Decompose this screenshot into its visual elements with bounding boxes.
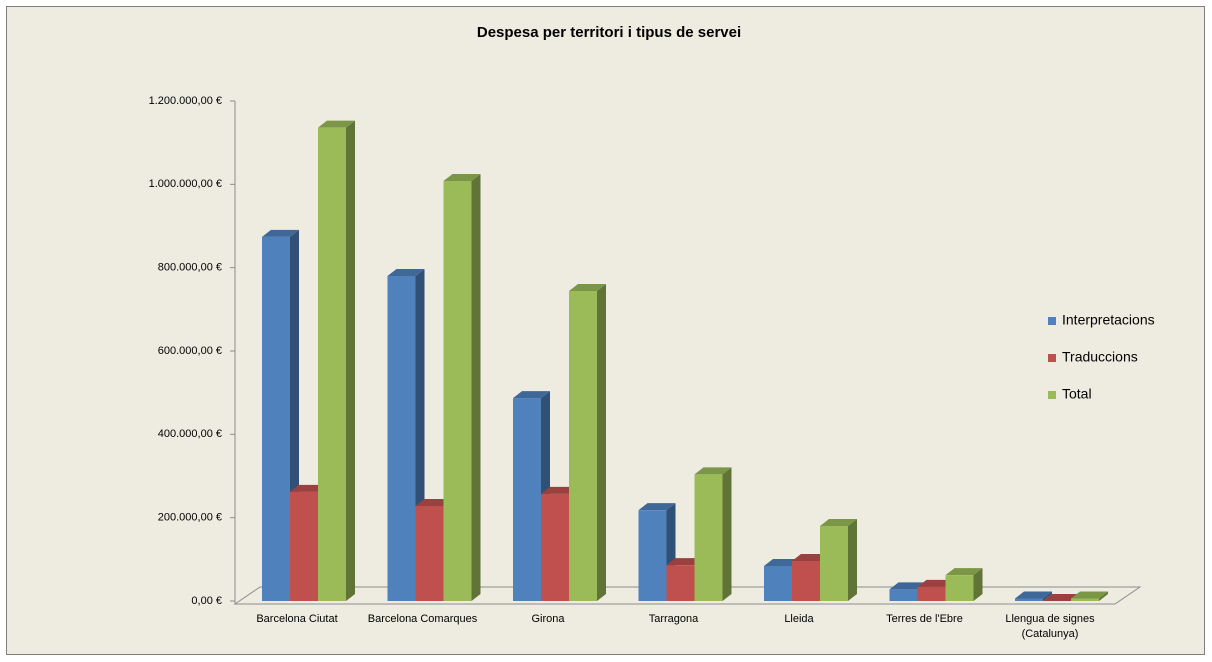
bar-top (1015, 591, 1052, 599)
bar-top (318, 120, 355, 128)
bar-side (1043, 591, 1052, 601)
bar-top (443, 174, 481, 181)
bar-top (415, 499, 453, 506)
bar (945, 575, 974, 601)
floor (233, 586, 1142, 605)
y-tick-label: 800.000,00 € (158, 262, 222, 274)
bar (569, 291, 597, 601)
y-tick-label: 400.000,00 € (158, 428, 222, 440)
bar-top (917, 579, 955, 587)
chart-title: Despesa per territori i tipus de servei (477, 24, 741, 41)
bar-top (290, 484, 327, 492)
bar-top (541, 486, 578, 494)
bar (262, 236, 290, 602)
y-tick-label: 1.200.000,00 € (149, 95, 222, 107)
bar-side (973, 568, 983, 601)
bar (443, 181, 472, 601)
bar-top (694, 467, 732, 475)
bar (792, 561, 820, 601)
bar-top (945, 568, 983, 576)
x-tick-label: Barcelona Comarques (367, 613, 478, 625)
y-tick-label: 200.000,00 € (158, 512, 222, 524)
bar (318, 127, 346, 602)
bar (820, 526, 848, 601)
bar-top (792, 554, 829, 561)
bar-top (1071, 591, 1108, 599)
bar-top (262, 229, 299, 237)
bar (290, 491, 318, 601)
bar-side (722, 467, 732, 601)
x-tick-label: Llengua de signes (Catalunya) (1005, 613, 1095, 640)
y-tick-label: 0,00 € (191, 595, 222, 607)
x-tick-label: Girona (531, 613, 565, 625)
bar (1071, 598, 1099, 601)
bar (513, 398, 541, 601)
bar-top (889, 582, 927, 590)
bar-side (1099, 591, 1108, 601)
legend-label: Interpretacions (1062, 312, 1155, 328)
bar-top (666, 558, 704, 566)
y-tick-label: 1.000.000,00 € (149, 178, 222, 190)
legend-label: Traduccions (1062, 349, 1138, 365)
bar (1015, 598, 1043, 601)
bar (638, 510, 667, 601)
bar-side (597, 284, 606, 601)
bar-top (638, 503, 676, 511)
bar (415, 506, 444, 601)
bar (541, 493, 569, 601)
x-tick-label: Terres de l'Ebre (886, 613, 963, 625)
bar-top (1043, 594, 1080, 601)
legend-swatch (1048, 317, 1056, 325)
bar (387, 276, 416, 601)
y-tick-label: 600.000,00 € (158, 345, 222, 357)
bar-top (387, 269, 425, 276)
bar-top (764, 559, 801, 566)
bar-top (513, 391, 550, 399)
legend-swatch (1048, 391, 1056, 399)
bar-top (820, 519, 857, 526)
x-tick-label: Lleida (784, 613, 814, 625)
x-tick-label: Barcelona Ciutat (256, 613, 338, 625)
x-tick-label: Tarragona (648, 613, 699, 625)
legend-label: Total (1062, 386, 1092, 402)
bar-top (569, 284, 606, 291)
bar-side (346, 120, 355, 602)
bar (764, 566, 792, 601)
bar-side (848, 519, 857, 601)
legend-swatch (1048, 354, 1056, 362)
bar (694, 474, 723, 601)
bar-side (471, 174, 481, 601)
bar (889, 589, 918, 601)
bar (666, 565, 695, 601)
bar (917, 586, 946, 601)
